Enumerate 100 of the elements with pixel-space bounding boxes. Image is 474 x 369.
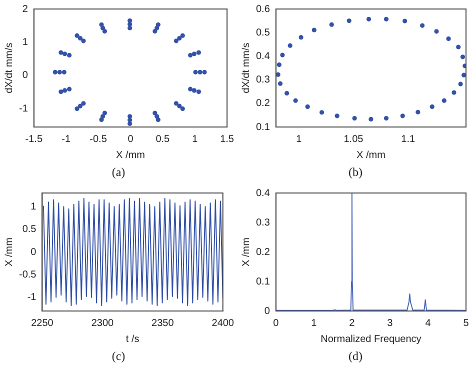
- point: [192, 52, 197, 56]
- point: [100, 114, 106, 119]
- point: [442, 98, 446, 103]
- text: (b): [348, 164, 364, 181]
- point: [57, 70, 62, 74]
- point: [174, 101, 178, 106]
- point: [177, 104, 182, 108]
- point: [293, 98, 298, 103]
- point: [180, 106, 185, 112]
- y-tick-label: 1: [22, 36, 28, 48]
- point: [278, 81, 283, 86]
- point: [188, 52, 193, 58]
- y-axis-title: X /mm: [4, 238, 15, 266]
- x-axis-title: Normalized Frequency: [320, 334, 422, 345]
- y-tick-label: 0.5: [256, 27, 270, 38]
- point: [276, 72, 280, 77]
- point: [319, 110, 324, 115]
- y-tick-label: -1: [18, 103, 28, 114]
- y-axis-title: X /mm: [240, 238, 252, 266]
- point: [128, 114, 132, 119]
- point: [456, 44, 461, 50]
- y-tick-label: 0.6: [256, 4, 270, 15]
- x-axis-title: t /s: [126, 334, 140, 345]
- text: (d): [348, 348, 364, 365]
- point: [58, 89, 64, 94]
- point: [156, 117, 160, 122]
- y-tick-label: 1: [30, 201, 37, 212]
- point: [368, 116, 374, 122]
- y-tick-label: 0: [30, 246, 37, 258]
- point: [196, 50, 202, 55]
- point: [352, 116, 357, 121]
- point: [284, 90, 290, 96]
- point: [128, 121, 132, 126]
- point: [78, 36, 83, 41]
- point: [177, 36, 182, 41]
- point: [458, 82, 463, 86]
- y-tick-label: 0.3: [256, 217, 270, 228]
- point: [462, 72, 466, 78]
- x-tick-label: -1: [62, 134, 71, 145]
- point: [298, 35, 304, 40]
- point: [384, 116, 389, 121]
- point: [192, 88, 197, 93]
- point: [202, 70, 207, 74]
- x-tick-label: 2300: [91, 318, 114, 329]
- x-tick-label: 0.5: [156, 134, 170, 145]
- x-tick-label: 2350: [152, 318, 174, 329]
- x-tick-label: 4: [425, 318, 432, 329]
- point: [81, 101, 86, 106]
- y-axis-title: dX/dt mm/s: [240, 42, 252, 94]
- x-tick-label: 2250: [31, 318, 54, 329]
- point: [384, 16, 389, 22]
- point: [67, 52, 72, 58]
- y-tick-label: 0.4: [256, 50, 270, 62]
- y-tick-label: 0.2: [256, 98, 270, 110]
- x-axis-title: X /mm: [356, 150, 386, 161]
- point: [446, 36, 451, 42]
- point: [276, 62, 282, 67]
- y-tick-label: -0.5: [18, 269, 37, 280]
- point: [198, 70, 202, 74]
- point: [152, 28, 158, 34]
- point: [58, 50, 64, 55]
- text: (c): [110, 348, 126, 365]
- point: [174, 38, 178, 44]
- y-tick-label: 0.2: [256, 246, 270, 258]
- y-tick-label: 0: [22, 70, 28, 82]
- point: [180, 33, 185, 38]
- y-tick-label: 0.1: [256, 122, 270, 133]
- point: [128, 26, 132, 30]
- point: [280, 52, 285, 58]
- point: [346, 18, 352, 24]
- x-tick-label: 0: [128, 134, 134, 145]
- point: [434, 29, 439, 34]
- x-tick-label: 0: [273, 318, 280, 329]
- y-tick-label: 0.4: [256, 188, 270, 199]
- x-tick-label: 1.05: [344, 134, 364, 145]
- point: [312, 28, 316, 32]
- point: [329, 22, 334, 27]
- x-tick-label: 1: [311, 318, 318, 329]
- x-tick-label: 5: [463, 318, 470, 329]
- x-tick-label: 1.5: [220, 134, 234, 145]
- point: [62, 70, 66, 74]
- x-tick-label: 1.1: [401, 134, 416, 145]
- x-tick-label: 2: [349, 318, 356, 329]
- x-tick-label: 1: [192, 134, 198, 145]
- point: [193, 70, 198, 74]
- point: [366, 16, 372, 22]
- y-tick-label: 0.1: [256, 276, 270, 288]
- point: [102, 28, 108, 34]
- point: [420, 23, 425, 28]
- point: [62, 52, 68, 56]
- y-tick-label: 0: [264, 306, 270, 317]
- point: [74, 33, 80, 38]
- point: [102, 110, 108, 116]
- point: [52, 70, 58, 74]
- y-tick-label: 0.5: [22, 224, 37, 236]
- point: [400, 114, 405, 118]
- point: [452, 90, 456, 95]
- x-tick-label: 2400: [212, 318, 234, 329]
- y-tick-label: 0.3: [256, 74, 270, 86]
- point: [196, 89, 202, 94]
